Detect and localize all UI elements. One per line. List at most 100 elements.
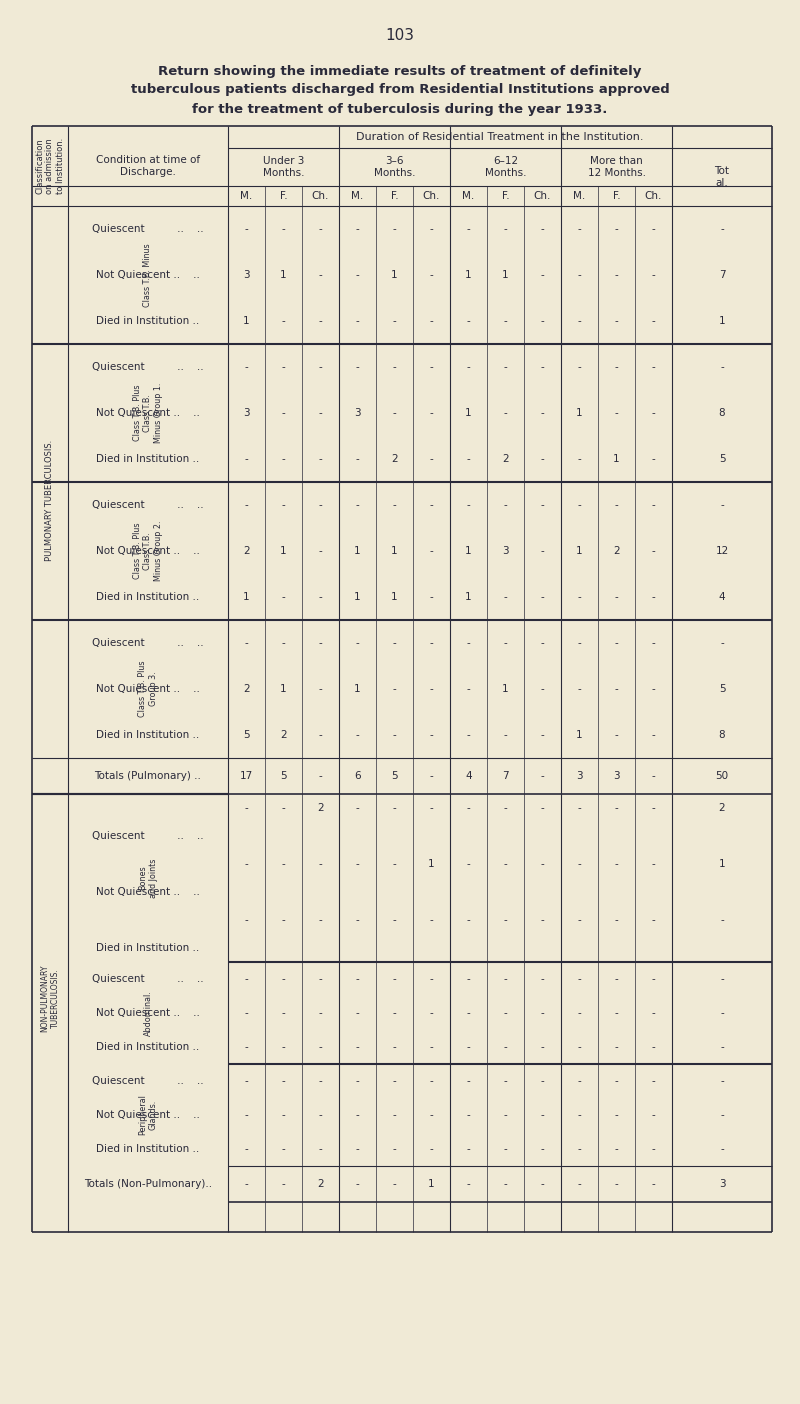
Text: 2: 2 <box>391 453 398 463</box>
Text: 1: 1 <box>613 453 620 463</box>
Text: Quiescent          ..    ..: Quiescent .. .. <box>92 362 204 372</box>
Text: -: - <box>318 1075 322 1087</box>
Text: -: - <box>466 1075 470 1087</box>
Text: -: - <box>318 546 322 556</box>
Text: Ch.: Ch. <box>312 191 329 201</box>
Text: -: - <box>652 409 655 418</box>
Text: -: - <box>282 1008 286 1018</box>
Text: -: - <box>541 592 544 602</box>
Text: -: - <box>652 316 655 326</box>
Text: 1: 1 <box>280 270 287 279</box>
Text: 4: 4 <box>718 592 726 602</box>
Text: -: - <box>504 592 507 602</box>
Text: -: - <box>318 915 322 925</box>
Text: F.: F. <box>502 191 510 201</box>
Text: Quiescent          ..    ..: Quiescent .. .. <box>92 831 204 841</box>
Text: -: - <box>652 362 655 372</box>
Text: -: - <box>245 1008 248 1018</box>
Text: M.: M. <box>351 191 364 201</box>
Text: -: - <box>245 1111 248 1120</box>
Text: -: - <box>393 1075 396 1087</box>
Text: -: - <box>541 453 544 463</box>
Text: 1: 1 <box>465 270 472 279</box>
Text: -: - <box>504 362 507 372</box>
Text: 3: 3 <box>613 771 620 781</box>
Text: -: - <box>578 362 582 372</box>
Text: -: - <box>430 316 434 326</box>
Text: -: - <box>393 1144 396 1154</box>
Text: -: - <box>282 592 286 602</box>
Text: -: - <box>466 637 470 649</box>
Text: Duration of Residential Treatment in the Institution.: Duration of Residential Treatment in the… <box>356 132 644 142</box>
Text: -: - <box>541 915 544 925</box>
Text: -: - <box>541 730 544 740</box>
Text: -: - <box>356 1042 359 1052</box>
Text: 1: 1 <box>465 409 472 418</box>
Text: -: - <box>614 316 618 326</box>
Text: -: - <box>614 409 618 418</box>
Text: -: - <box>356 316 359 326</box>
Text: 5: 5 <box>280 771 287 781</box>
Text: -: - <box>578 316 582 326</box>
Text: -: - <box>393 500 396 510</box>
Text: -: - <box>720 1144 724 1154</box>
Text: -: - <box>652 453 655 463</box>
Text: -: - <box>466 225 470 234</box>
Text: -: - <box>541 1042 544 1052</box>
Text: 50: 50 <box>715 771 729 781</box>
Text: -: - <box>245 453 248 463</box>
Text: 1: 1 <box>391 270 398 279</box>
Text: -: - <box>393 803 396 813</box>
Text: -: - <box>466 1008 470 1018</box>
Text: Bones
and Joints: Bones and Joints <box>138 858 158 897</box>
Text: -: - <box>245 637 248 649</box>
Text: -: - <box>614 1144 618 1154</box>
Text: 1: 1 <box>428 859 435 869</box>
Text: -: - <box>541 637 544 649</box>
Text: Condition at time of
Discharge.: Condition at time of Discharge. <box>96 156 200 177</box>
Text: -: - <box>430 974 434 984</box>
Text: -: - <box>282 1042 286 1052</box>
Text: -: - <box>541 316 544 326</box>
Text: -: - <box>356 453 359 463</box>
Text: -: - <box>720 1008 724 1018</box>
Text: 1: 1 <box>428 1179 435 1189</box>
Text: -: - <box>504 500 507 510</box>
Text: -: - <box>578 803 582 813</box>
Text: Classification
on admission
to Institution.: Classification on admission to Instituti… <box>35 138 65 194</box>
Text: -: - <box>245 1075 248 1087</box>
Text: 1: 1 <box>243 316 250 326</box>
Text: 1: 1 <box>391 592 398 602</box>
Text: -: - <box>356 637 359 649</box>
Text: -: - <box>318 859 322 869</box>
Text: -: - <box>578 270 582 279</box>
Text: -: - <box>356 859 359 869</box>
Text: Peripheral
Glands.: Peripheral Glands. <box>138 1095 158 1136</box>
Text: Ch.: Ch. <box>534 191 551 201</box>
Text: -: - <box>578 592 582 602</box>
Text: -: - <box>282 859 286 869</box>
Text: -: - <box>504 1008 507 1018</box>
Text: 12: 12 <box>715 546 729 556</box>
Text: M.: M. <box>462 191 474 201</box>
Text: -: - <box>356 270 359 279</box>
Text: -: - <box>541 1179 544 1189</box>
Text: 1: 1 <box>576 546 583 556</box>
Text: 2: 2 <box>317 1179 324 1189</box>
Text: -: - <box>318 1111 322 1120</box>
Text: -: - <box>720 915 724 925</box>
Text: -: - <box>466 803 470 813</box>
Text: -: - <box>466 974 470 984</box>
Text: -: - <box>282 453 286 463</box>
Text: -: - <box>652 915 655 925</box>
Text: -: - <box>318 730 322 740</box>
Text: M.: M. <box>574 191 586 201</box>
Text: -: - <box>393 225 396 234</box>
Text: 3: 3 <box>718 1179 726 1189</box>
Text: -: - <box>393 1111 396 1120</box>
Text: Not Quiescent ..    ..: Not Quiescent .. .. <box>96 546 200 556</box>
Text: Totals (Pulmonary) ..: Totals (Pulmonary) .. <box>94 771 202 781</box>
Text: -: - <box>356 1179 359 1189</box>
Text: More than
12 Months.: More than 12 Months. <box>587 156 646 178</box>
Text: 5: 5 <box>718 453 726 463</box>
